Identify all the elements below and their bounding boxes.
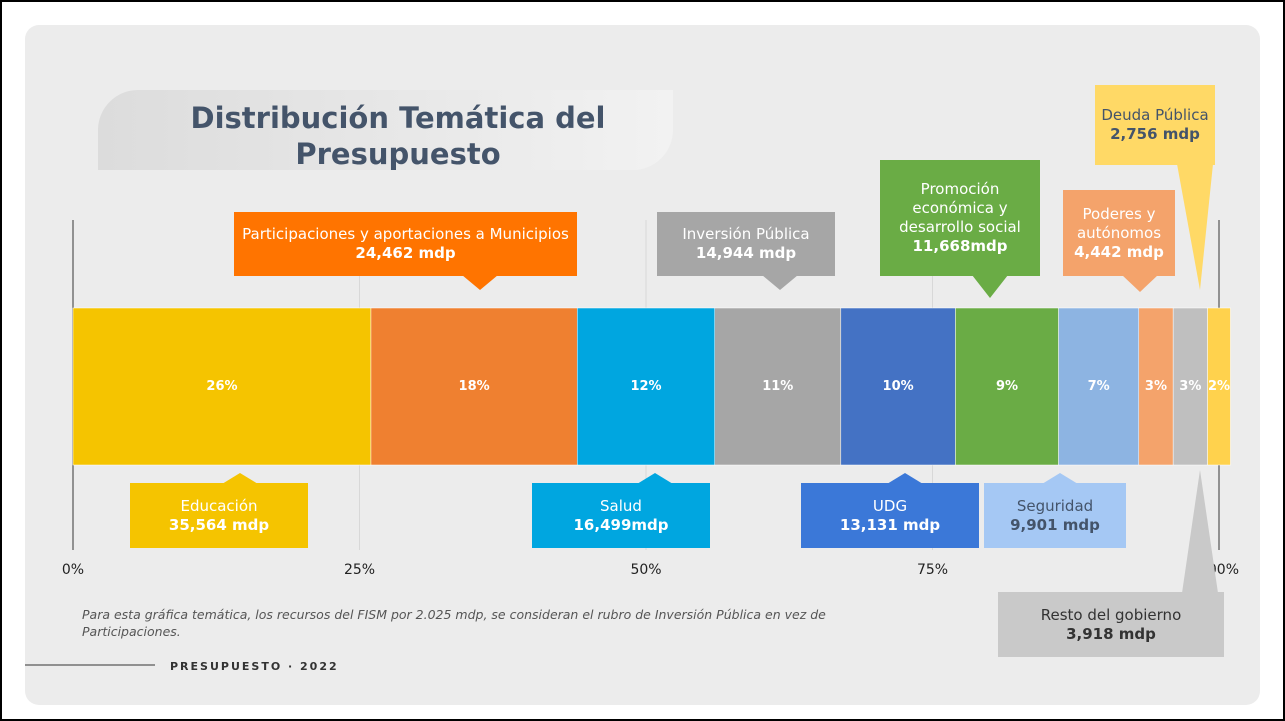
title-banner: Distribución Temática del Presupuesto xyxy=(98,90,673,171)
x-tick-label: 75% xyxy=(917,562,948,578)
callout: UDG 13,131 mdp xyxy=(801,483,979,548)
bar-segment xyxy=(1058,307,1140,466)
callout-amount: 35,564 mdp xyxy=(168,515,270,534)
value-label: 10% xyxy=(883,379,914,394)
callout: Participaciones y aportaciones a Municip… xyxy=(234,212,577,276)
callout: Promoción económica y desarrollo social 1… xyxy=(880,160,1040,276)
callout-pointer xyxy=(762,275,798,290)
value-label: 12% xyxy=(630,379,661,394)
callout-pointer xyxy=(1122,275,1158,292)
callout-name: Educación xyxy=(180,496,258,515)
callout: Resto del gobierno 3,918 mdp xyxy=(998,592,1224,657)
value-label: 11% xyxy=(762,379,793,394)
value-label: 3% xyxy=(1179,379,1201,394)
callout-name: Inversión Pública xyxy=(682,225,810,243)
callout-name: Resto del gobierno xyxy=(1040,605,1182,624)
callout: Inversión Pública 14,944 mdp xyxy=(657,212,835,276)
value-label: 9% xyxy=(996,379,1018,394)
x-tick-label: 0% xyxy=(62,562,84,578)
callout-amount: 11,668mdp xyxy=(912,237,1008,255)
callout-name: Poderes y autónomos xyxy=(1076,204,1162,242)
callout-amount: 13,131 mdp xyxy=(839,515,941,534)
callout-name: Seguridad xyxy=(1016,496,1094,515)
bar-segment xyxy=(714,307,842,466)
value-label: 3% xyxy=(1145,379,1167,394)
callout-name: Participaciones y aportaciones a Municip… xyxy=(242,225,569,243)
callout: Salud 16,499mdp xyxy=(532,483,710,548)
callout-pointer xyxy=(1182,470,1218,593)
bar-segment xyxy=(955,307,1059,466)
value-label: 18% xyxy=(459,379,490,394)
callout: Educación 35,564 mdp xyxy=(130,483,308,548)
callout: Poderes y autónomos 4,442 mdp xyxy=(1063,190,1175,276)
callout-pointer xyxy=(972,275,1008,298)
value-label: 2% xyxy=(1208,379,1230,394)
callout-amount: 24,462 mdp xyxy=(355,244,456,262)
callout-amount: 14,944 mdp xyxy=(695,244,797,262)
bar-segment xyxy=(370,307,578,466)
bar-segment xyxy=(1207,307,1231,466)
bar-segment xyxy=(840,307,956,466)
footer: PRESUPUESTO · 2022 xyxy=(170,660,339,673)
bar-segment xyxy=(1172,307,1208,466)
bar-segment xyxy=(72,307,372,466)
callout-amount: 3,918 mdp xyxy=(1066,624,1156,643)
bar-segment xyxy=(1138,307,1174,466)
callout-amount: 2,756 mdp xyxy=(1110,125,1200,143)
callout: Seguridad 9,901 mdp xyxy=(984,483,1126,548)
callout-pointer xyxy=(887,473,923,484)
callout-name: UDG xyxy=(872,496,908,515)
callout-pointer xyxy=(222,473,258,484)
callout-pointer xyxy=(637,473,673,484)
callout-amount: 16,499mdp xyxy=(573,515,669,534)
value-label: 7% xyxy=(1088,379,1110,394)
x-tick-label: 50% xyxy=(630,562,661,578)
callout-pointer xyxy=(1177,164,1213,290)
callout-pointer xyxy=(1042,473,1078,484)
callout-name: Promoción económica y desarrollo social xyxy=(899,180,1021,236)
callout-name: Deuda Pública xyxy=(1101,106,1209,124)
callout-amount: 9,901 mdp xyxy=(1010,515,1100,534)
value-label: 26% xyxy=(206,379,237,394)
x-tick-label: 25% xyxy=(344,562,375,578)
chart-title: Distribución Temática del Presupuesto xyxy=(190,101,606,171)
callout-amount: 4,442 mdp xyxy=(1074,242,1164,261)
footnote: Para esta gráfica temática, los recursos… xyxy=(82,607,826,639)
bar-segment xyxy=(576,307,716,466)
callout: Deuda Pública 2,756 mdp xyxy=(1095,85,1215,165)
callout-name: Salud xyxy=(600,496,642,515)
callout-pointer xyxy=(462,275,498,290)
